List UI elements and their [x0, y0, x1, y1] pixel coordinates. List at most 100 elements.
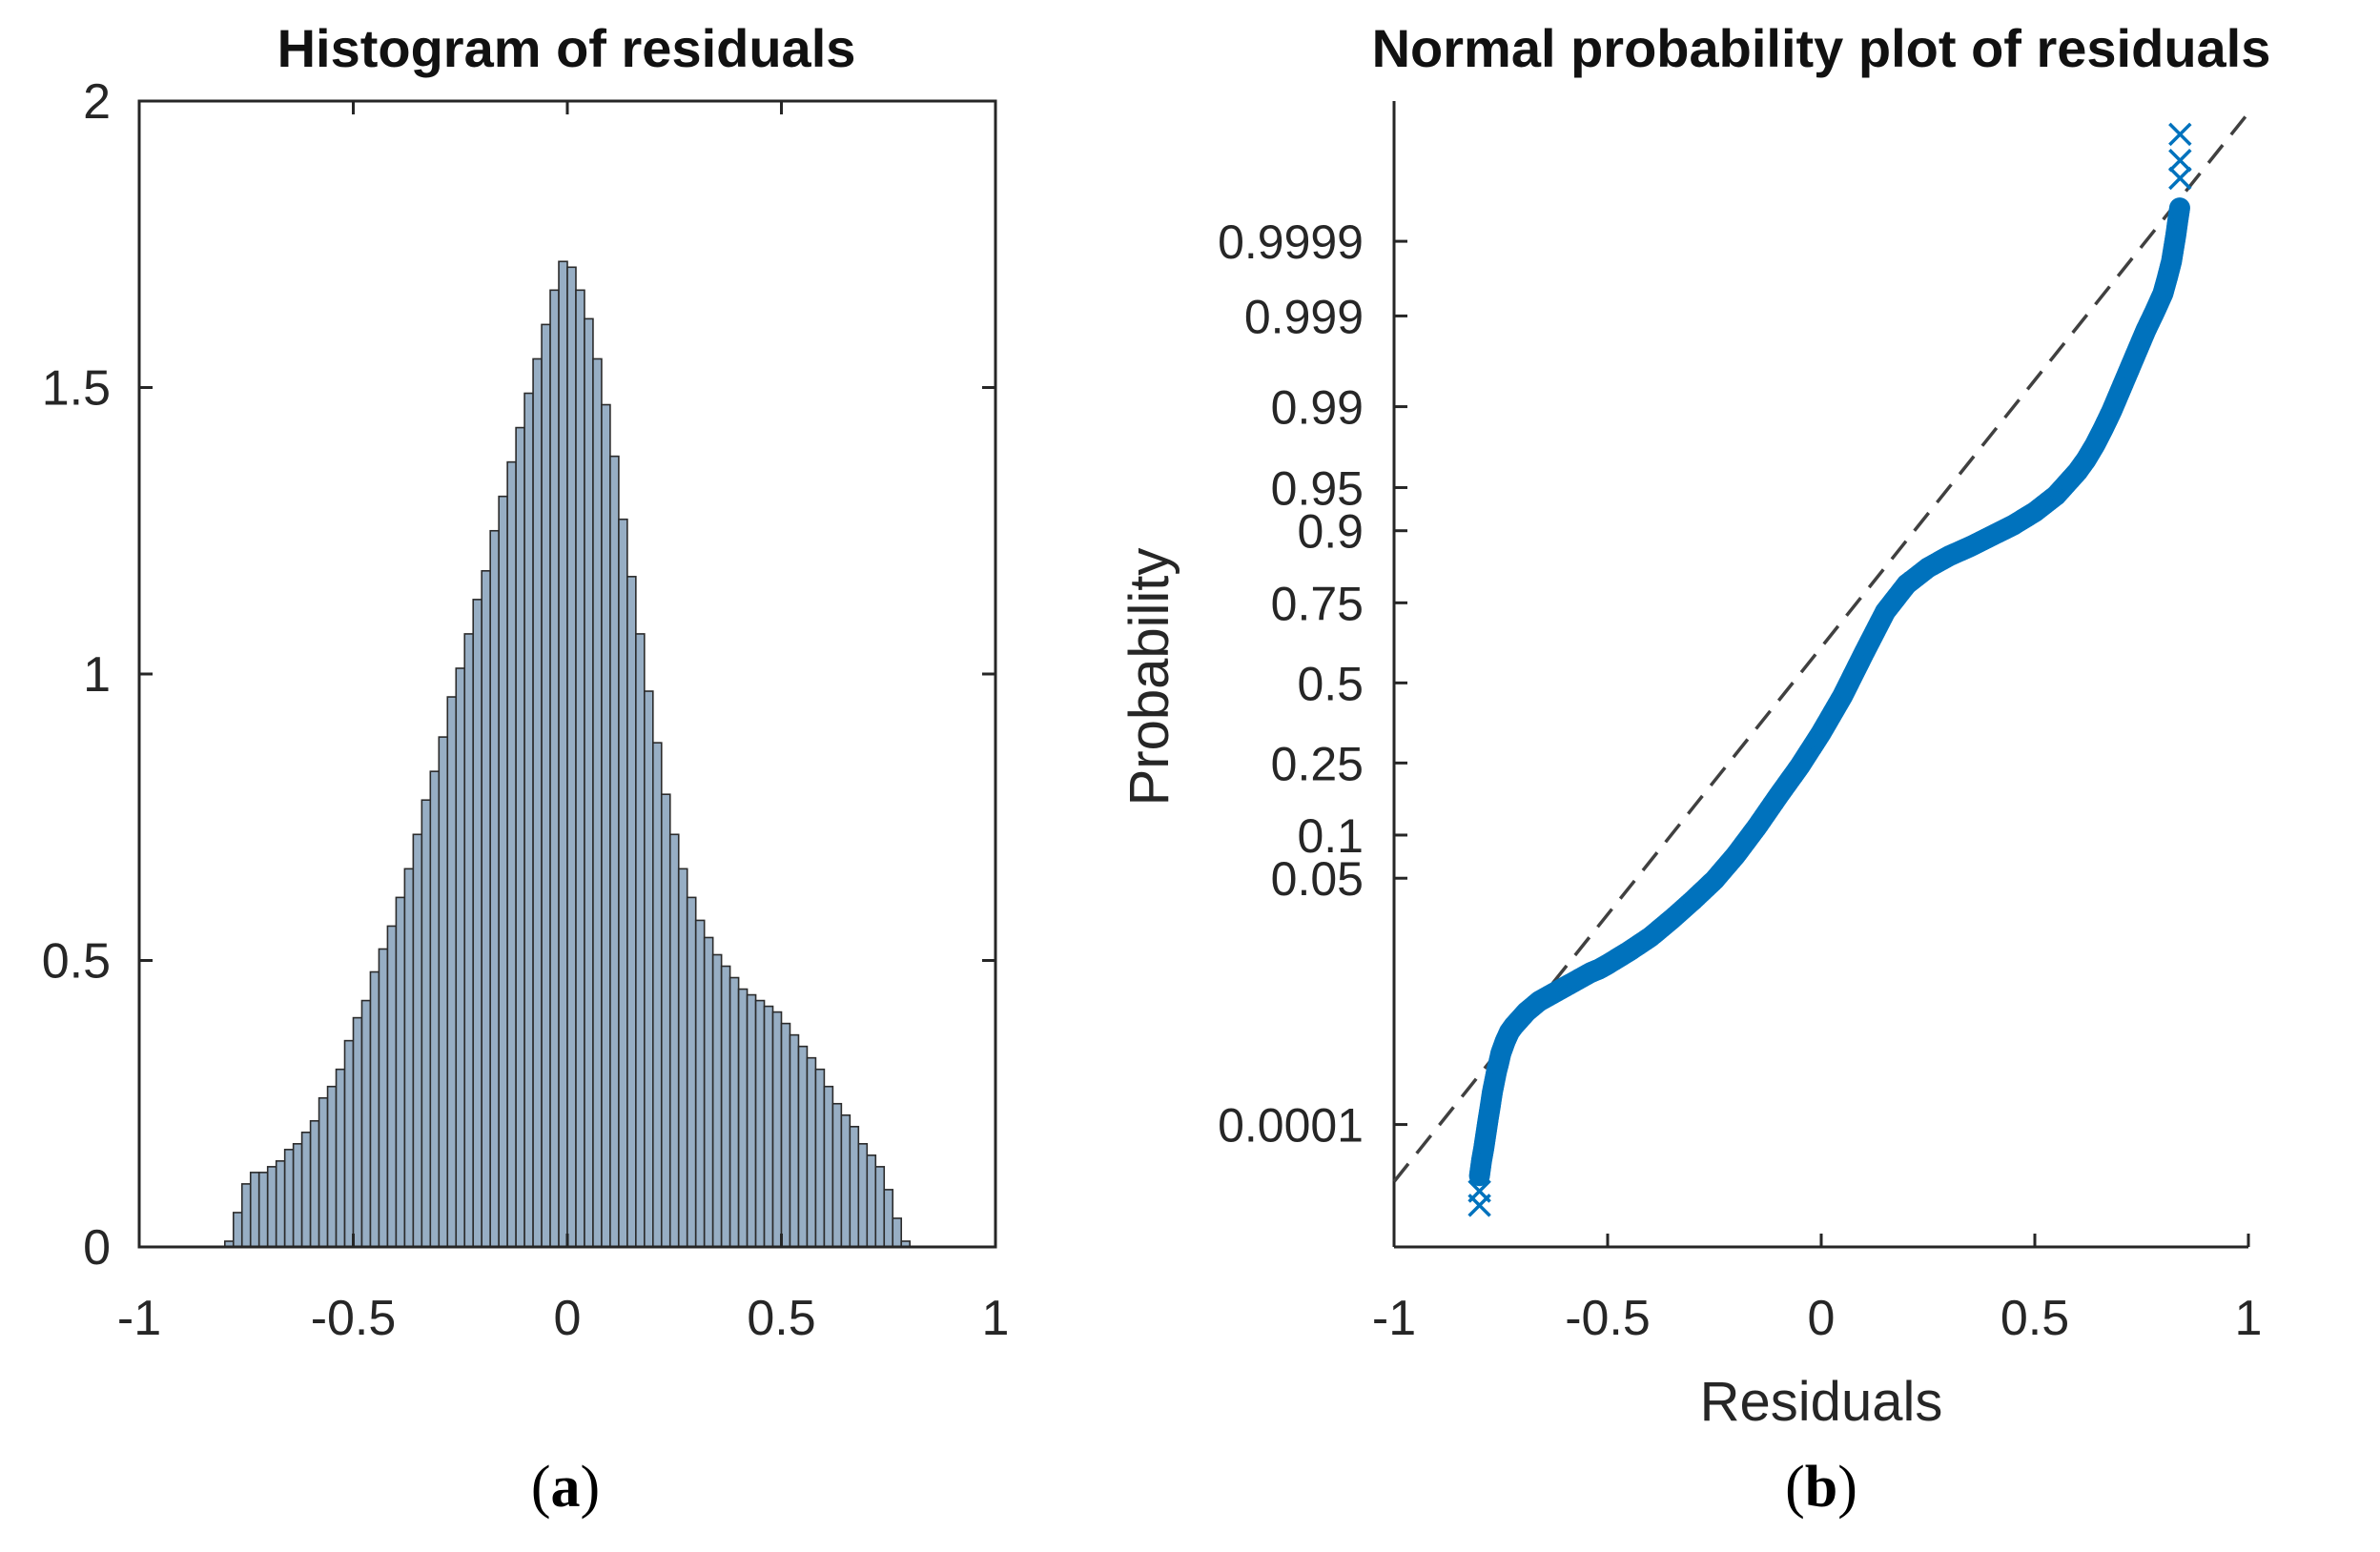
- y-tick-label: 0.25: [1271, 737, 1364, 790]
- histogram-bar: [668, 833, 680, 1248]
- histogram-bar: [711, 953, 723, 1248]
- histogram-bar: [532, 357, 543, 1248]
- x-marker-stroke: [2168, 122, 2192, 147]
- histogram-bar: [472, 599, 483, 1248]
- histogram-bar: [823, 1085, 834, 1248]
- histogram-ticks: -1 -0.5 0 0.5 1 0 0.5 1 1.5 2: [42, 74, 1010, 1346]
- x-tick-label: -1: [117, 1291, 161, 1346]
- histogram-bar: [601, 403, 611, 1248]
- x-marker: [2168, 166, 2192, 191]
- histogram-bar: [292, 1143, 303, 1248]
- histogram-bar: [283, 1149, 295, 1248]
- x-tick-label: -1: [1372, 1291, 1416, 1346]
- y-tick-label: 0: [83, 1220, 111, 1276]
- histogram-bar: [584, 317, 594, 1248]
- histogram-bar: [754, 999, 766, 1248]
- x-tick-label: -0.5: [311, 1291, 397, 1346]
- histogram-bar: [343, 1039, 355, 1248]
- histogram-bar: [635, 633, 646, 1248]
- x-tick-label: -0.5: [1565, 1291, 1651, 1346]
- histogram-bar: [840, 1113, 851, 1248]
- x-tick-label: 0: [554, 1291, 582, 1346]
- histogram-bar: [498, 495, 508, 1248]
- histogram-bar: [232, 1212, 243, 1248]
- histogram-bar: [644, 690, 654, 1248]
- histogram-bar: [438, 736, 449, 1248]
- histogram-bar: [892, 1217, 903, 1248]
- histogram-bar: [549, 289, 560, 1248]
- histogram-bar: [403, 868, 415, 1248]
- y-tick-label: 0.05: [1271, 852, 1364, 906]
- histogram-bar: [874, 1166, 886, 1248]
- histogram-bar: [618, 518, 628, 1248]
- x-marker: [2168, 149, 2192, 173]
- probability-point: [2168, 197, 2190, 219]
- histogram-bar: [240, 1183, 252, 1248]
- x-tick-label: 1: [2235, 1291, 2263, 1346]
- x-tick-label: 0.5: [2000, 1291, 2069, 1346]
- y-tick-label: 0.5: [1297, 657, 1364, 710]
- y-tick-label: 0.5: [42, 934, 111, 990]
- histogram-bar: [797, 1045, 809, 1248]
- histogram-bar: [703, 936, 714, 1248]
- histogram-bar: [352, 1016, 363, 1248]
- probability-plot-title: Normal probability plot of residuals: [1372, 18, 2271, 78]
- histogram-bar: [780, 1022, 791, 1248]
- histogram-bar: [806, 1056, 817, 1248]
- x-tick-label: 1: [982, 1291, 1010, 1346]
- histogram-bar: [814, 1068, 826, 1248]
- histogram-bar: [515, 426, 525, 1248]
- histogram-bar: [335, 1068, 346, 1248]
- y-tick-label: 2: [83, 74, 111, 130]
- y-tick-label: 1: [83, 647, 111, 703]
- y-tick-label: 0.75: [1271, 577, 1364, 630]
- histogram-bar: [369, 970, 380, 1248]
- x-marker-stroke: [1467, 1179, 1491, 1203]
- x-marker: [1467, 1179, 1491, 1203]
- probability-plot-panel: Normal probability plot of residuals -1 -…: [1118, 18, 2270, 1433]
- histogram-bar: [737, 988, 749, 1248]
- y-tick-label: 1.5: [42, 361, 111, 417]
- histogram-bar: [257, 1172, 269, 1248]
- histogram-bar: [849, 1125, 860, 1248]
- y-tick-label: 0.9999: [1218, 215, 1364, 269]
- probability-points: [1467, 122, 2192, 1217]
- histogram-bar: [728, 976, 740, 1248]
- histogram-bar: [626, 576, 637, 1248]
- histogram-bar: [481, 570, 491, 1248]
- histogram-bar: [575, 289, 585, 1248]
- histogram-bar: [609, 455, 620, 1248]
- x-tick-label: 0.5: [747, 1291, 815, 1346]
- histogram-panel: Histogram of residuals -1 -0.5 0 0.5 1 0 0.5 1 1…: [42, 18, 1010, 1346]
- histogram-bar: [746, 993, 757, 1248]
- histogram-bar: [651, 742, 663, 1248]
- y-tick-label: 0.95: [1271, 461, 1364, 515]
- histogram-bar: [326, 1085, 338, 1248]
- histogram-bar: [677, 868, 688, 1248]
- histogram-bar: [789, 1033, 800, 1248]
- x-tick-label: 0: [1808, 1291, 1836, 1346]
- histogram-bar: [831, 1102, 843, 1248]
- histogram-bar: [360, 999, 372, 1248]
- histogram-bar: [421, 799, 432, 1248]
- histogram-bar: [592, 357, 603, 1248]
- probability-plot-ylabel: Probability: [1118, 548, 1180, 807]
- histogram-bar: [395, 896, 406, 1248]
- histogram-bar: [857, 1143, 869, 1248]
- y-tick-label: 0.999: [1244, 290, 1364, 343]
- y-tick-label: 0.99: [1271, 381, 1364, 435]
- histogram-bar: [558, 260, 568, 1248]
- histogram-bar: [386, 925, 398, 1248]
- probability-plot-ticks: -1 -0.5 0 0.5 10.00010.050.10.250.50.750.90.…: [1218, 215, 2262, 1346]
- x-marker-stroke: [2168, 149, 2192, 173]
- panel-label-b: (b): [1785, 1455, 1857, 1520]
- histogram-bar: [883, 1189, 894, 1248]
- histogram-bar: [455, 667, 466, 1248]
- histogram-bar: [866, 1154, 877, 1248]
- y-tick-label: 0.9: [1297, 505, 1364, 559]
- histogram-bar: [720, 965, 731, 1248]
- histogram-bars: [224, 260, 911, 1248]
- histogram-bar: [686, 896, 697, 1248]
- histogram-bar: [771, 1011, 783, 1248]
